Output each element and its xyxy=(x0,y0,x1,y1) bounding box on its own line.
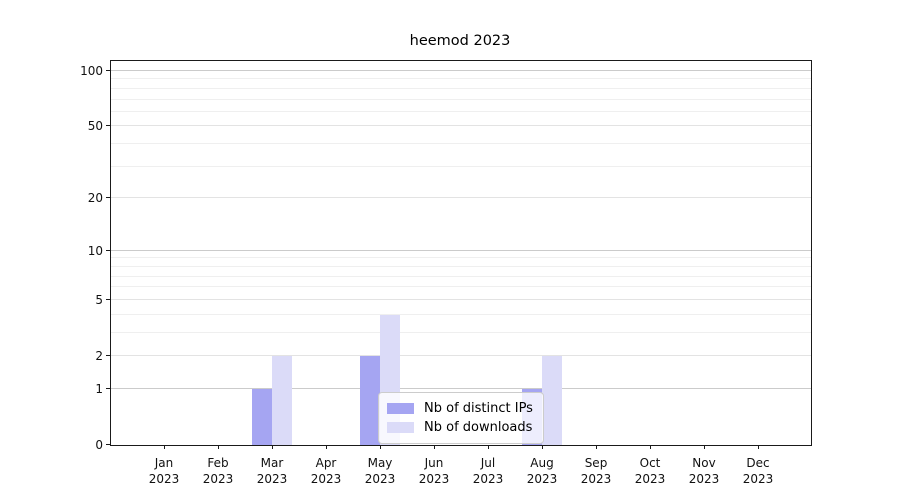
y-tick-label-2: 2 xyxy=(95,348,103,363)
y-tick-label-100: 100 xyxy=(80,64,103,78)
x-tick-label-aug: Aug 2023 xyxy=(526,456,558,486)
x-tick-label-apr: Apr 2023 xyxy=(310,456,342,486)
x-tick-mark-feb xyxy=(218,445,219,449)
x-tick-mark-dec xyxy=(758,445,759,449)
x-tick-mark-nov xyxy=(704,445,705,449)
bar-downloads-7 xyxy=(542,355,562,445)
x-tick-mark-apr xyxy=(326,445,327,449)
x-tick-label-feb: Feb 2023 xyxy=(202,456,234,486)
y-tick-label-10: 10 xyxy=(87,243,103,258)
y-tick-mark-10 xyxy=(106,249,110,251)
gridline-y-80 xyxy=(111,87,811,89)
gridline-y-70 xyxy=(111,98,811,100)
x-tick-label-nov: Nov 2023 xyxy=(688,456,720,486)
x-tick-label-may: May 2023 xyxy=(364,456,396,486)
gridline-y-90 xyxy=(111,78,811,80)
y-tick-mark-0 xyxy=(106,444,110,445)
gridline-y-30 xyxy=(111,165,811,167)
x-tick-mark-sep xyxy=(596,445,597,449)
y-tick-mark-20 xyxy=(106,197,110,199)
chart-title: heemod 2023 xyxy=(409,33,511,49)
x-tick-mark-oct xyxy=(650,445,651,449)
gridline-y-8 xyxy=(111,265,811,267)
x-tick-label-oct: Oct 2023 xyxy=(634,456,666,486)
gridline-y-40 xyxy=(111,143,811,145)
gridline-y-6 xyxy=(111,286,811,288)
x-tick-mark-aug xyxy=(542,445,543,449)
gridline-y-50 xyxy=(111,125,811,127)
gridline-y-1 xyxy=(111,387,811,389)
bar-distinct-ips-2 xyxy=(252,388,272,445)
gridline-y-60 xyxy=(111,110,811,112)
x-tick-label-sep: Sep 2023 xyxy=(580,456,612,486)
gridline-y-10 xyxy=(111,249,811,251)
gridline-y-5 xyxy=(111,298,811,300)
y-tick-mark-5 xyxy=(106,298,110,300)
bar-downloads-2 xyxy=(272,355,292,445)
y-tick-mark-2 xyxy=(106,354,110,356)
y-tick-mark-100 xyxy=(106,70,110,71)
x-tick-mark-mar xyxy=(272,445,273,449)
y-tick-label-20: 20 xyxy=(87,191,103,206)
gridline-y-9 xyxy=(111,257,811,259)
y-tick-label-1: 1 xyxy=(95,381,103,396)
gridline-y-2 xyxy=(111,354,811,356)
legend-swatch-distinct-ips xyxy=(387,403,414,414)
gridline-y-4 xyxy=(111,313,811,315)
y-tick-label-5: 5 xyxy=(95,292,103,307)
y-tick-label-0: 0 xyxy=(95,438,103,452)
gridline-y-3 xyxy=(111,331,811,333)
x-tick-mark-jul xyxy=(488,445,489,449)
x-tick-mark-jan xyxy=(164,445,165,449)
y-tick-mark-50 xyxy=(106,125,110,127)
plot-area: Nb of distinct IPs Nb of downloads 0 1 2 5 1… xyxy=(80,60,812,486)
gridline-y-7 xyxy=(111,275,811,277)
y-tick-mark-1 xyxy=(106,387,110,389)
gridline-y-100 xyxy=(111,70,811,71)
x-tick-mark-may xyxy=(380,445,381,449)
x-tick-label-dec: Dec 2023 xyxy=(742,456,774,486)
gridline-y-20 xyxy=(111,197,811,199)
x-tick-label-mar: Mar 2023 xyxy=(256,456,288,486)
legend-label-distinct-ips: Nb of distinct IPs xyxy=(424,401,533,416)
legend-label-downloads: Nb of downloads xyxy=(424,420,533,435)
y-tick-label-50: 50 xyxy=(87,119,103,134)
legend: Nb of distinct IPs Nb of downloads xyxy=(378,392,544,444)
x-tick-mark-jun xyxy=(434,445,435,449)
x-tick-label-jan: Jan 2023 xyxy=(148,456,180,486)
legend-entry-downloads: Nb of downloads xyxy=(387,418,533,437)
bar-distinct-ips-4 xyxy=(360,355,380,445)
legend-entry-distinct-ips: Nb of distinct IPs xyxy=(387,399,533,418)
x-tick-label-jul: Jul 2023 xyxy=(472,456,504,486)
x-tick-label-jun: Jun 2023 xyxy=(418,456,450,486)
legend-swatch-downloads xyxy=(387,422,414,433)
